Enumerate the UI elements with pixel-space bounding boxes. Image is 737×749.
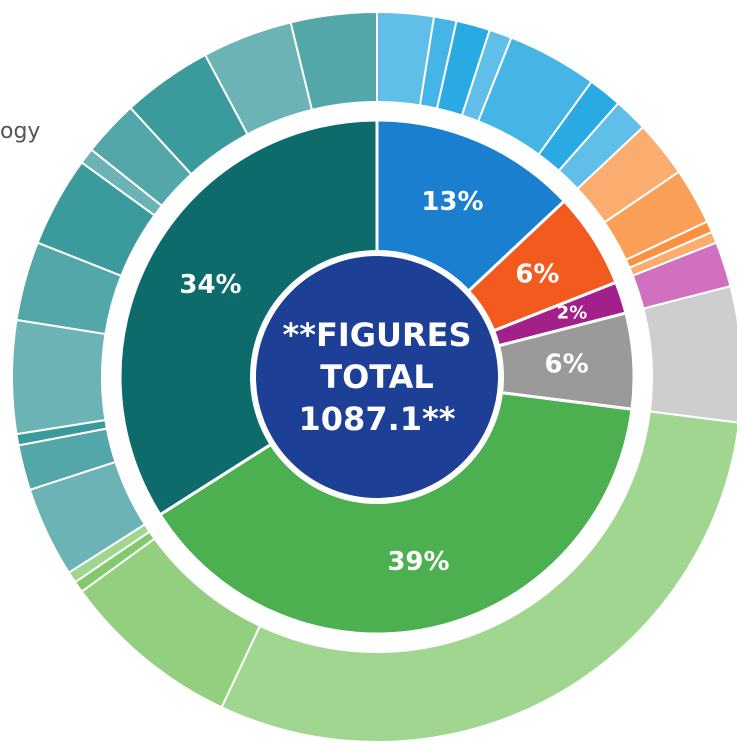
annotation: ogy: [0, 119, 40, 144]
center-label: **FIGURES: [282, 316, 471, 354]
segment-label: 6%: [515, 260, 559, 290]
segment-label: 2%: [557, 303, 588, 324]
segment-label: 13%: [421, 187, 483, 217]
outer-segment: [642, 285, 737, 424]
outer-segment: [220, 410, 737, 743]
outer-segment: [11, 318, 107, 436]
segment-label: 34%: [179, 270, 241, 300]
center-label: 1087.1**: [299, 400, 456, 438]
center-label: TOTAL: [320, 358, 434, 396]
segment-label: 6%: [545, 350, 589, 380]
outer-segment: [289, 10, 378, 112]
segment-label: 39%: [387, 547, 449, 577]
center-circle: [250, 250, 504, 504]
